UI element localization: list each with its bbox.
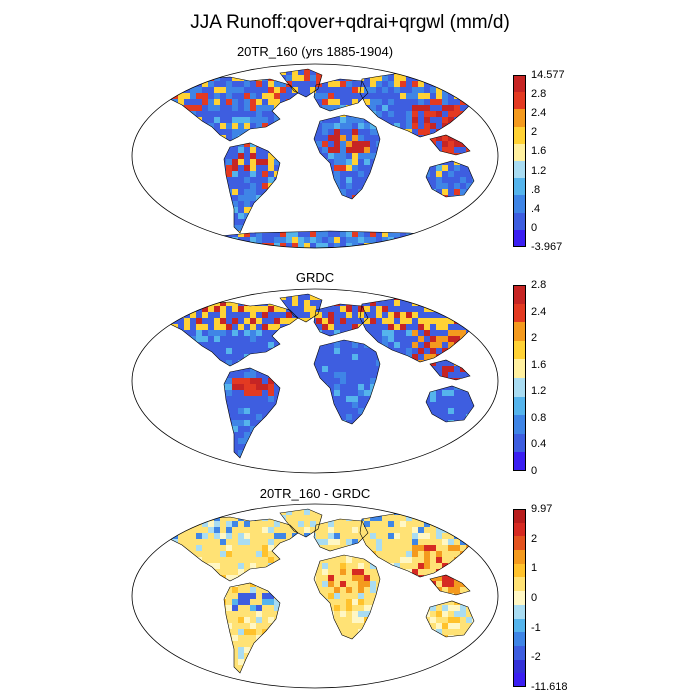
colorbar-outline [513,509,526,687]
colorbar-box [513,433,526,453]
colorbar-label: 1.6 [531,145,547,158]
colorbar-model: 14.577 2.8 2.4 2 1.6 1.2 .8 .4 0 -3.967 [513,69,583,253]
colorbar-label: -1 [531,621,541,634]
coastline-seAsia [429,574,471,596]
colorbar-label: 1.2 [531,164,547,177]
colorbar-label: 9.97 [531,503,553,515]
colorbar-box [513,143,526,162]
coastline-southAmerica [223,367,281,459]
colorbar-box [513,618,526,633]
map-diff [131,503,499,689]
colorbar-box [513,604,526,620]
colorbar-label: 2.8 [531,88,547,101]
colorbar-label: 0 [531,221,538,234]
colorbar-box [513,577,526,592]
coastline-africa [313,339,381,425]
coastline-seAsia [429,359,471,381]
coastline-northAmerica [167,516,299,582]
colorbar-box [513,509,526,524]
coastline-northAmerica [167,301,299,367]
colorbar-label: 1.2 [531,385,547,398]
colorbar-box [513,550,526,565]
colorbar-label: 2.4 [531,305,547,318]
colorbar-label: 14.577 [531,69,565,81]
colorbar-label: -3.967 [531,241,563,253]
colorbar-label: 1 [531,562,538,575]
colorbar-label: 0 [531,465,538,477]
coastline-seAsia [429,134,471,156]
colorbar-box [513,109,526,128]
colorbar-box [513,673,526,688]
colorbar-label: -11.618 [531,681,568,693]
colorbar-label: 2 [531,126,538,139]
colorbar-label: 0.4 [531,438,547,451]
map-boundary [131,63,499,249]
panel-title-diff: 20TR_160 - GRDC [259,486,371,501]
coastline-africa [313,114,381,200]
colorbar-label: 0.8 [531,411,547,424]
colorbar-box [513,645,526,661]
panel-title-grdc: GRDC [295,270,335,285]
coastline-australia [425,160,475,198]
map-boundary [131,288,499,474]
map-model [131,63,499,249]
colorbar-box [513,415,526,435]
colorbar-grdc: 2.8 2.4 2 1.6 1.2 0.8 0.4 0 [513,279,583,477]
colorbar-outline [513,75,526,247]
colorbar-box [513,659,526,674]
colorbar-box [513,563,526,578]
colorbar-label: 0 [531,592,538,604]
colorbar-label: 2.4 [531,107,547,120]
coastline-europe [313,518,369,552]
colorbar-box [513,591,526,606]
colorbar-diff: 9.97 2 1 0 -1 -2 -11.618 [513,503,583,693]
colorbar-box [513,75,526,93]
colorbar-box [513,522,526,537]
coastline-greenland [279,68,323,98]
colorbar-box [513,195,526,214]
colorbar-box [513,340,526,360]
coastline-europe [313,303,369,337]
colorbar-box [513,92,526,110]
colorbar-box [513,359,526,379]
coastline-southAmerica [223,582,281,674]
colorbar-label: 2 [531,532,538,545]
colorbar-box [513,452,526,472]
colorbar-label: 2 [531,332,538,345]
colorbar-box [513,212,526,231]
figure-title: JJA Runoff:qover+qdrai+qrgwl (mm/d) [190,12,510,33]
coastline-greenland [279,293,323,323]
panel-title-model: 20TR_160 (yrs 1885-1904) [236,44,394,59]
colorbar-box [513,632,526,647]
coastline-southAmerica [223,142,281,234]
coastline-europe [313,78,369,112]
coastline-africa [313,554,381,640]
coastline-australia [425,600,475,638]
colorbar-label: 1.6 [531,358,547,371]
colorbar-outline [513,285,526,471]
colorbar-box [513,126,526,145]
colorbar-label: -2 [531,651,541,664]
colorbar-box [513,303,526,323]
coastline-greenland [279,508,323,538]
colorbar-label: .8 [531,183,541,196]
colorbar-box [513,178,526,196]
map-grdc [131,288,499,474]
coastline-australia [425,385,475,423]
colorbar-box [513,229,526,248]
colorbar-box [513,536,526,551]
colorbar-box [513,161,526,179]
map-boundary [131,503,499,689]
colorbar-label: 2.8 [531,279,547,291]
colorbar-label: .4 [531,202,541,215]
colorbar-box [513,378,526,398]
coastline-northAmerica [167,76,299,142]
colorbar-box [513,285,526,305]
colorbar-box [513,396,526,416]
colorbar-box [513,322,526,342]
